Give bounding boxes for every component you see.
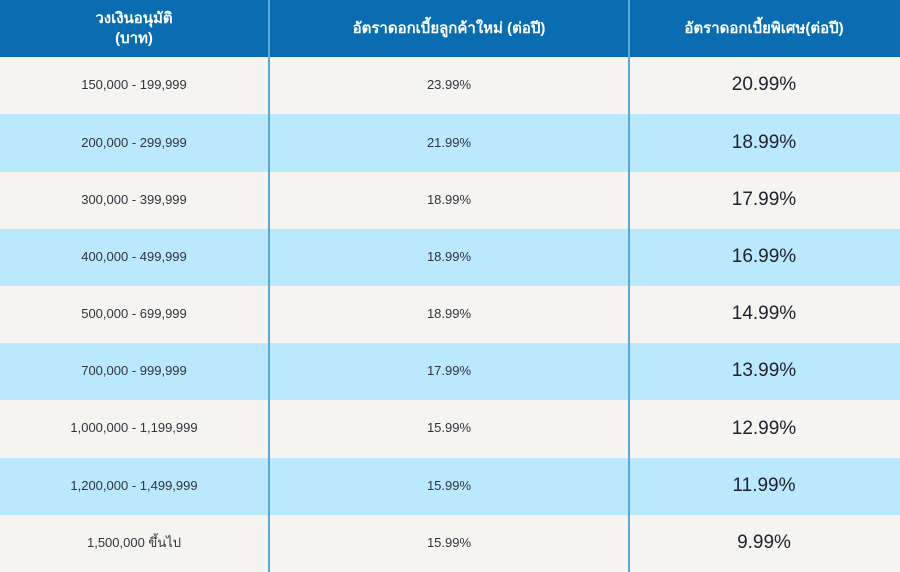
table-row: 1,500,000 ขึ้นไป 15.99% 9.99% — [0, 514, 900, 572]
cell-limit: 500,000 - 699,999 — [0, 285, 270, 344]
cell-limit: 1,500,000 ขึ้นไป — [0, 514, 270, 572]
cell-special-rate: 11.99% — [732, 474, 796, 496]
header-new-customer-rate: อัตราดอกเบี้ยลูกค้าใหม่ (ต่อปี) — [270, 0, 630, 58]
cell-special-rate: 12.99% — [731, 417, 797, 439]
header-credit-limit-line2: (บาท) — [115, 29, 153, 47]
cell-limit: 300,000 - 399,999 — [0, 171, 270, 229]
table-row: 150,000 - 199,999 23.99% 20.99% — [0, 57, 900, 115]
header-special-rate: อัตราดอกเบี้ยพิเศษ(ต่อปี) — [684, 19, 844, 37]
table-header-row: วงเงินอนุมัติ (บาท) อัตราดอกเบี้ยลูกค้าใ… — [0, 0, 900, 58]
header-credit-limit: วงเงินอนุมัติ (บาท) — [0, 0, 270, 58]
cell-new-rate: 15.99% — [270, 457, 630, 515]
table-row: 200,000 - 299,999 21.99% 18.99% — [0, 114, 900, 172]
cell-limit: 150,000 - 199,999 — [0, 57, 270, 115]
table-row: 500,000 - 699,999 18.99% 14.99% — [0, 285, 900, 344]
cell-new-rate: 23.99% — [270, 57, 630, 115]
table-body: 150,000 - 199,999 23.99% 20.99% 200,000 - 2… — [0, 57, 900, 572]
cell-special-rate: 14.99% — [731, 303, 797, 325]
cell-new-rate: 18.99% — [270, 228, 630, 286]
table-row: 1,200,000 - 1,499,999 15.99% 11.99% — [0, 457, 900, 515]
table-row: 300,000 - 399,999 18.99% 17.99% — [0, 171, 900, 229]
cell-new-rate: 18.99% — [270, 285, 630, 344]
cell-new-rate: 21.99% — [270, 114, 630, 172]
cell-new-rate: 17.99% — [270, 343, 630, 401]
cell-new-rate: 15.99% — [270, 514, 630, 572]
header-credit-limit-line1: วงเงินอนุมัติ — [95, 10, 173, 28]
cell-special-rate: 20.99% — [731, 74, 797, 96]
cell-special-rate: 17.99% — [731, 188, 797, 210]
cell-new-rate: 15.99% — [270, 400, 630, 458]
cell-special-rate: 16.99% — [731, 246, 797, 267]
cell-special-rate: 9.99% — [737, 531, 791, 553]
cell-limit: 700,000 - 999,999 — [0, 343, 270, 401]
cell-limit: 400,000 - 499,999 — [0, 228, 270, 286]
table-row: 400,000 - 499,999 18.99% 16.99% — [0, 228, 900, 286]
table-row: 1,000,000 - 1,199,999 15.99% 12.99% — [0, 400, 900, 458]
table-row: 700,000 - 999,999 17.99% 13.99% — [0, 343, 900, 401]
cell-new-rate: 18.99% — [270, 171, 630, 229]
cell-special-rate: 18.99% — [731, 131, 797, 153]
cell-limit: 1,000,000 - 1,199,999 — [0, 400, 270, 458]
cell-limit: 200,000 - 299,999 — [0, 114, 270, 172]
cell-limit: 1,200,000 - 1,499,999 — [0, 457, 270, 515]
cell-special-rate: 13.99% — [731, 360, 797, 382]
